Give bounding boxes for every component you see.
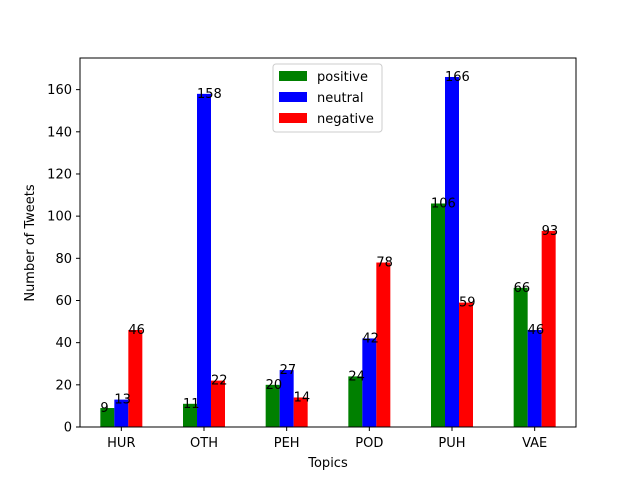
value-label-neutral-PUH: 166 (445, 70, 470, 85)
bar-positive-PUH (431, 203, 445, 427)
bar-neutral-HUR (114, 399, 129, 427)
y-tick-label-0: 0 (64, 421, 72, 436)
y-tick-label-80: 80 (55, 252, 72, 267)
value-label-positive-HUR: 9 (100, 401, 108, 416)
x-tick-label-POD: POD (355, 436, 383, 451)
bar-positive-HUR (100, 408, 115, 427)
value-label-positive-VAE: 66 (514, 281, 531, 296)
bar-negative-HUR (128, 330, 143, 427)
x-axis-label: Topics (307, 456, 348, 471)
x-tick-label-PEH: PEH (274, 436, 300, 451)
legend-swatch-neutral (279, 92, 307, 102)
plot-frame (79, 57, 577, 428)
y-tick-label-20: 20 (55, 378, 72, 393)
y-tick-label-40: 40 (55, 336, 72, 351)
bar-neutral-PEH (279, 370, 294, 427)
y-tick-label-160: 160 (47, 83, 72, 98)
x-tick-label-OTH: OTH (190, 436, 218, 451)
bar-negative-POD (376, 262, 391, 427)
value-label-neutral-OTH: 158 (197, 87, 222, 102)
bar-neutral-PUH (445, 76, 459, 427)
value-label-neutral-HUR: 13 (114, 393, 131, 408)
value-label-negative-POD: 78 (376, 256, 393, 271)
y-tick-label-60: 60 (55, 294, 72, 309)
bar-negative-VAE (541, 230, 556, 427)
value-label-negative-PEH: 14 (294, 390, 311, 405)
value-label-negative-HUR: 46 (128, 323, 145, 338)
y-tick-label-120: 120 (47, 167, 72, 182)
value-label-positive-PEH: 20 (266, 378, 283, 393)
value-label-positive-OTH: 11 (183, 397, 200, 412)
bar-negative-PEH (293, 397, 308, 427)
y-tick-label-140: 140 (47, 125, 72, 140)
y-axis-label: Number of Tweets (23, 184, 38, 302)
value-label-neutral-PEH: 27 (280, 363, 297, 378)
x-tick-label-VAE: VAE (522, 436, 547, 451)
value-label-negative-OTH: 22 (211, 374, 228, 389)
bar-negative-OTH (211, 380, 225, 427)
x-tick-label-HUR: HUR (107, 436, 135, 451)
bar-negative-PUH (459, 302, 473, 427)
legend-swatch-positive (279, 71, 307, 81)
axes-layer: HUR OTH PEH POD PUH VAE 0 20 40 60 80 100 120 140 160 (47, 57, 577, 451)
bar-neutral-POD (362, 338, 377, 427)
legend-label-neutral: neutral (317, 91, 364, 106)
legend-label-negative: negative (317, 112, 374, 127)
bars-layer (100, 76, 556, 428)
value-label-neutral-VAE: 46 (528, 323, 545, 338)
legend-swatch-negative (279, 113, 307, 123)
legend: positive neutral negative (272, 63, 383, 133)
bar-neutral-OTH (197, 93, 211, 428)
value-label-negative-PUH: 59 (459, 296, 476, 311)
y-tick-label-100: 100 (47, 210, 72, 225)
bar-positive-PEH (265, 384, 280, 427)
value-label-neutral-POD: 42 (362, 331, 379, 346)
bar-positive-VAE (513, 287, 528, 427)
bar-neutral-VAE (527, 330, 542, 427)
legend-label-positive: positive (317, 70, 368, 85)
x-tick-label-PUH: PUH (438, 436, 465, 451)
bar-positive-POD (348, 376, 363, 427)
value-label-positive-PUH: 106 (431, 196, 456, 211)
value-label-negative-VAE: 93 (542, 224, 559, 239)
value-label-positive-POD: 24 (348, 369, 365, 384)
bar-positive-OTH (183, 403, 197, 427)
